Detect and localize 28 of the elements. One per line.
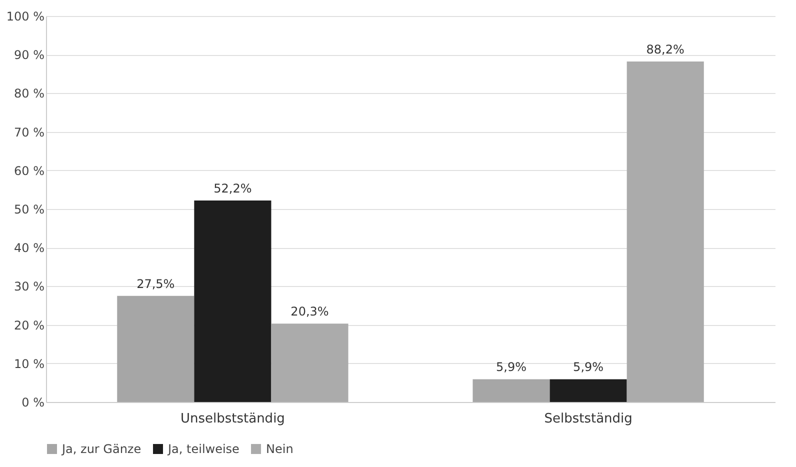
bar: [472, 379, 550, 402]
data-label: 20,3%: [290, 304, 329, 319]
y-tick-label: 60 %: [14, 164, 44, 178]
y-tick-label: 0 %: [22, 396, 44, 410]
y-tick-label: 80 %: [14, 86, 44, 101]
bar: [271, 324, 348, 402]
data-label: 88,2%: [646, 42, 684, 57]
y-tick-label: 50 %: [14, 202, 44, 216]
y-tick-label: 20 %: [14, 318, 44, 332]
x-tick-label: Selbstständig: [544, 412, 632, 426]
legend-label: Nein: [266, 442, 294, 456]
y-tick-label: 40 %: [14, 241, 44, 256]
y-tick-label: 10 %: [14, 356, 44, 371]
data-label: 5,9%: [496, 360, 527, 374]
y-tick-label: 100 %: [6, 10, 44, 24]
bar: [626, 62, 704, 402]
legend-label: Ja, teilweise: [167, 442, 240, 456]
data-label: 27,5%: [136, 276, 175, 291]
bar: [194, 200, 272, 402]
data-label: 52,2%: [214, 182, 252, 196]
bar: [117, 296, 194, 402]
legend-label: Ja, zur Gänze: [61, 442, 142, 456]
x-tick-label: Unselbstständig: [180, 412, 285, 426]
data-label: 5,9%: [573, 360, 604, 374]
bar: [550, 379, 627, 402]
y-tick-label: 70 %: [14, 125, 44, 140]
y-tick-label: 30 %: [14, 280, 44, 294]
y-tick-label: 90 %: [14, 48, 44, 62]
